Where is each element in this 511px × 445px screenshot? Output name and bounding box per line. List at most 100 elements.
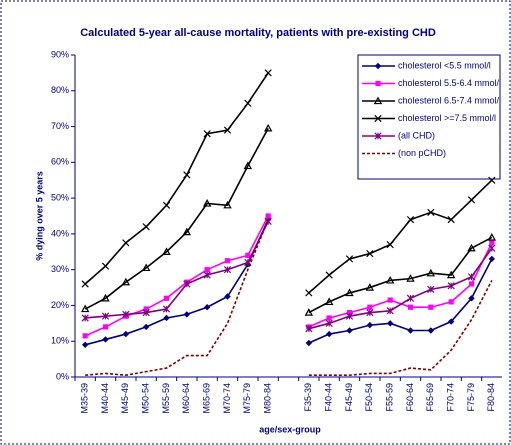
legend-box (357, 54, 501, 180)
marker (386, 320, 394, 327)
marker (81, 280, 89, 288)
marker (345, 288, 354, 297)
marker (305, 339, 313, 347)
marker (375, 80, 381, 87)
marker (387, 297, 393, 303)
marker (374, 132, 382, 140)
series-line (84, 72, 493, 294)
marker (245, 252, 251, 258)
marker (263, 123, 273, 132)
legend-label: cholesterol <5.5 mmol/l (398, 60, 491, 70)
marker (223, 266, 232, 274)
y-tick-label: 50% (51, 192, 69, 202)
y-axis-label: % dying over 5 years (34, 171, 44, 261)
marker (467, 196, 476, 204)
marker (244, 99, 252, 107)
marker (304, 308, 314, 316)
x-tick-label: F55-59 (385, 383, 395, 412)
legend-label: (non pCHD) (398, 148, 446, 158)
marker (406, 215, 415, 224)
marker (243, 161, 253, 170)
marker (488, 244, 496, 252)
marker (366, 321, 374, 329)
marker (386, 240, 394, 249)
marker (101, 293, 110, 302)
series-line (85, 221, 493, 330)
marker (325, 271, 333, 279)
marker (467, 243, 476, 252)
marker (141, 263, 151, 272)
x-tick-label: M80-84 (263, 383, 273, 414)
marker (406, 294, 415, 302)
marker (163, 314, 170, 322)
marker (82, 333, 88, 339)
marker (325, 330, 333, 338)
x-tick-label: F45-49 (344, 383, 354, 412)
legend-label: cholesterol >=7.5 mmol/l (398, 113, 496, 123)
marker (426, 268, 436, 277)
marker (122, 330, 130, 338)
marker (374, 114, 382, 123)
x-axis-label: age/sex-group (259, 424, 321, 434)
marker (326, 315, 332, 321)
marker (81, 341, 89, 348)
marker (223, 126, 232, 134)
marker (204, 267, 210, 273)
marker (487, 233, 497, 241)
marker (448, 299, 454, 305)
y-tick-label: 60% (51, 157, 69, 167)
marker (488, 176, 496, 184)
marker (224, 258, 231, 264)
marker (101, 312, 110, 320)
marker (101, 262, 110, 270)
x-tick-label: M35-39 (80, 383, 90, 414)
marker (143, 306, 149, 312)
marker (162, 201, 171, 209)
x-tick-label: M65-69 (202, 383, 212, 414)
marker (265, 213, 271, 219)
y-tick-label: 20% (51, 300, 69, 310)
marker (162, 247, 171, 255)
x-tick-label: F50-54 (364, 383, 374, 412)
y-tick-label: 70% (51, 121, 69, 131)
marker (223, 200, 232, 209)
marker (366, 249, 374, 258)
marker (80, 304, 90, 313)
marker (122, 310, 130, 319)
y-tick-label: 10% (51, 336, 69, 346)
legend-label: cholesterol 6.5-7.4 mmol/l (398, 95, 501, 105)
x-tick-label: F80-84 (486, 383, 496, 412)
x-tick-label: M70-74 (222, 383, 232, 414)
marker (489, 240, 495, 246)
x-tick-label: M55-59 (161, 383, 171, 414)
marker (183, 280, 191, 288)
x-tick-label: M60-64 (181, 383, 191, 414)
x-tick-label: M40-44 (100, 383, 110, 414)
marker (202, 199, 212, 207)
marker (324, 297, 334, 306)
marker (305, 289, 313, 297)
marker (305, 325, 313, 333)
series-line (84, 219, 493, 346)
marker (407, 327, 414, 334)
y-tick-label: 30% (51, 264, 69, 274)
x-tick-label: M50-54 (141, 383, 151, 414)
marker (102, 336, 109, 343)
marker (407, 304, 414, 310)
marker (488, 255, 496, 263)
marker (183, 171, 191, 179)
marker (325, 319, 333, 327)
marker (427, 208, 435, 217)
marker (203, 130, 211, 138)
marker (142, 223, 150, 231)
marker (467, 273, 476, 281)
x-tick-label: M45-49 (120, 383, 130, 414)
marker (163, 295, 170, 301)
marker (468, 295, 475, 302)
legend-label: (all CHD) (398, 130, 435, 140)
series-line (84, 127, 493, 314)
marker (427, 285, 435, 293)
marker (345, 312, 354, 320)
x-tick-label: F65-69 (425, 383, 435, 412)
marker (386, 307, 394, 315)
